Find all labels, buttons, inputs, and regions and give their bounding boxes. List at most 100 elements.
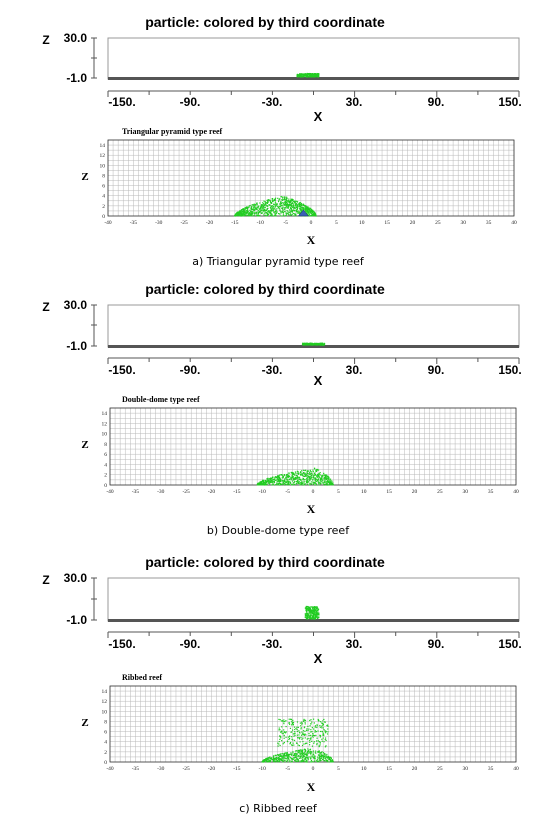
- particle-point: [299, 209, 302, 211]
- particle-point: [282, 206, 284, 208]
- particle-point: [256, 206, 258, 208]
- particle-point: [311, 740, 313, 742]
- particle-point: [280, 479, 282, 481]
- particle-point: [300, 750, 303, 752]
- particle-point: [295, 209, 297, 212]
- particle-point: [324, 737, 327, 739]
- particle-point: [292, 758, 294, 760]
- overview-particle: [314, 75, 316, 78]
- x-tick-label: 30: [463, 766, 469, 772]
- y-tick-label: 0: [104, 483, 107, 489]
- particle-point: [274, 206, 276, 208]
- x-tick-label: -25: [180, 220, 188, 226]
- overview-particle-cloud: [304, 605, 320, 620]
- particle-point: [321, 475, 324, 477]
- particle-point: [302, 479, 304, 481]
- particle-point: [272, 477, 274, 479]
- particle-point: [322, 737, 324, 739]
- particle-point: [301, 755, 303, 757]
- particle-point: [294, 731, 296, 733]
- overview-seabed: [108, 77, 519, 80]
- particle-point: [323, 754, 325, 756]
- particle-point: [315, 734, 317, 736]
- particle-point: [270, 202, 273, 204]
- particle-point: [315, 484, 317, 486]
- particle-point: [323, 483, 325, 486]
- overview-particle: [308, 612, 310, 614]
- particle-point: [246, 208, 248, 210]
- particle-point: [288, 479, 290, 481]
- particle-point: [279, 213, 281, 215]
- particle-point: [271, 477, 273, 479]
- particle-point: [276, 754, 279, 756]
- particle-point: [258, 211, 260, 213]
- particle-point: [300, 736, 302, 739]
- panel-caption: b) Double-dome type reef: [207, 524, 350, 537]
- particle-point: [295, 472, 297, 474]
- particle-point: [312, 750, 315, 752]
- particle-point: [293, 209, 295, 212]
- particle-point: [320, 759, 322, 762]
- particle-point: [246, 210, 249, 212]
- particle-point: [283, 480, 286, 482]
- x-tick-label: 35: [488, 489, 494, 495]
- overview-particle: [310, 614, 312, 617]
- particle-point: [261, 483, 263, 485]
- particle-point: [277, 480, 279, 482]
- particle-point: [267, 210, 269, 212]
- x-tick-label: -20: [208, 766, 216, 772]
- particle-point: [270, 214, 272, 216]
- particle-point: [296, 730, 298, 732]
- x-tick-label: -40: [106, 489, 114, 495]
- particle-point: [291, 744, 293, 746]
- x-tick-label: 10: [359, 220, 365, 226]
- y-tick-label: 10: [102, 709, 108, 715]
- particle-point: [284, 481, 286, 483]
- x-tick-label: 20: [410, 220, 416, 226]
- overview-particle: [312, 614, 315, 616]
- particle-point: [260, 211, 262, 213]
- particle-point: [321, 722, 323, 724]
- particle-point: [236, 212, 239, 215]
- particle-point: [270, 477, 272, 479]
- y-tick-label: 8: [102, 173, 105, 179]
- particle-point: [290, 718, 293, 721]
- particle-point: [299, 204, 302, 206]
- overview-particle: [312, 610, 314, 612]
- particle-point: [313, 211, 315, 213]
- particle-point: [291, 758, 293, 761]
- particle-point: [282, 204, 284, 206]
- particle-point: [252, 204, 254, 206]
- particle-point: [313, 742, 315, 744]
- particle-point: [239, 211, 241, 213]
- particle-point: [311, 210, 314, 212]
- particle-point: [274, 477, 276, 479]
- particle-point: [301, 470, 303, 472]
- particle-point: [247, 213, 250, 215]
- particle-point: [324, 738, 326, 741]
- particle-point: [299, 722, 301, 724]
- particle-point: [306, 471, 308, 473]
- particle-point: [276, 483, 278, 485]
- particle-point: [312, 483, 315, 486]
- particle-point: [298, 210, 300, 212]
- particle-point: [295, 213, 297, 215]
- particle-point: [291, 211, 293, 213]
- particle-point: [267, 478, 269, 480]
- particle-point: [278, 207, 280, 209]
- particle-point: [274, 476, 276, 478]
- overview-particle: [317, 608, 319, 611]
- x-tick-label: 40: [511, 220, 517, 226]
- particle-point: [301, 721, 303, 723]
- particle-point: [262, 483, 264, 485]
- particle-point: [323, 752, 325, 755]
- particle-point: [296, 753, 298, 755]
- particle-point: [315, 750, 317, 752]
- particle-point: [322, 482, 324, 484]
- particle-point: [243, 212, 245, 215]
- particle-point: [292, 209, 294, 212]
- y-tick-label: 6: [104, 730, 107, 736]
- particle-point: [264, 210, 266, 212]
- particle-point: [300, 203, 302, 205]
- particle-point: [315, 468, 317, 471]
